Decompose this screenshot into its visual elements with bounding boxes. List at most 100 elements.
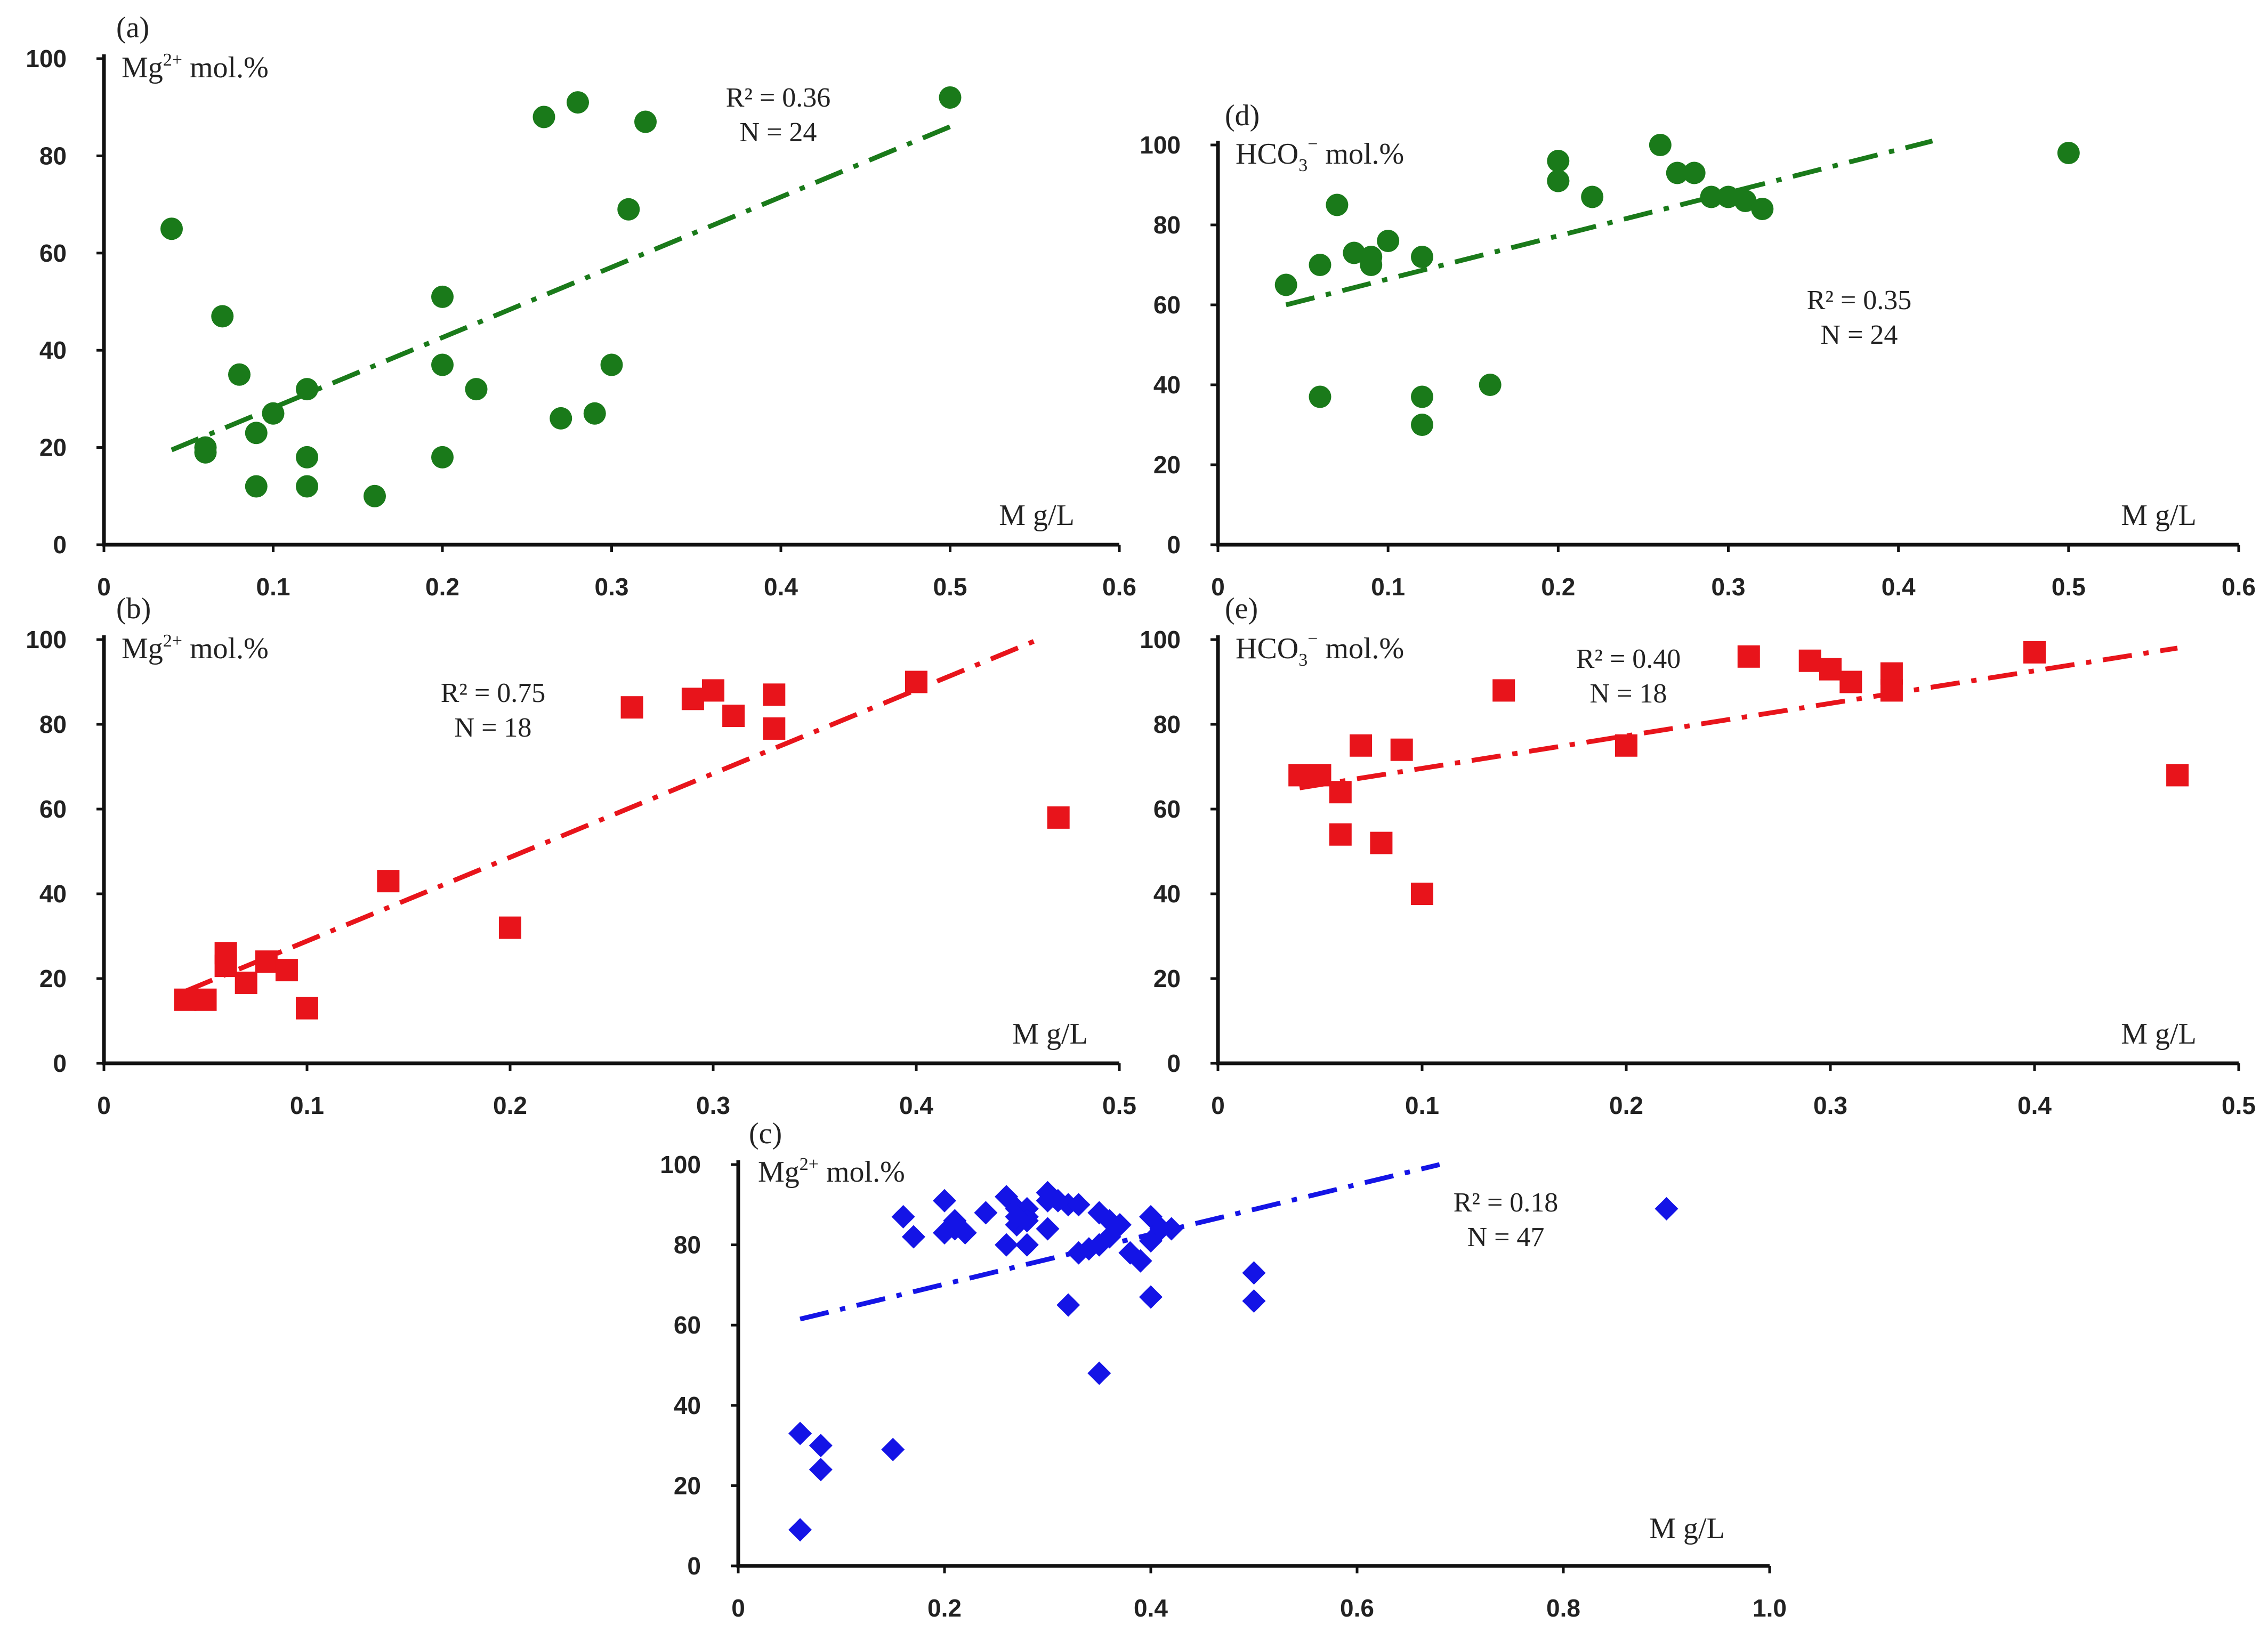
data-point [2057, 142, 2080, 164]
n-annotation-d: N = 24 [1821, 320, 1898, 350]
y-tick-label: 20 [39, 434, 67, 462]
y-tick-label: 0 [1167, 1049, 1181, 1077]
x-axis-label-a: M g/L [999, 499, 1075, 532]
x-tick-label: 0.4 [1134, 1594, 1168, 1622]
data-point [255, 950, 278, 973]
data-point [1734, 190, 1757, 212]
x-tick-label: 0.5 [2052, 573, 2086, 601]
data-point [364, 484, 386, 507]
data-point [194, 988, 217, 1011]
x-tick-label: 0.8 [1546, 1594, 1580, 1622]
panel-label-e: (e) [1225, 592, 1258, 625]
y-label-main: Mg [122, 51, 163, 84]
trend-line-e [1299, 645, 2178, 790]
axes-c [736, 1160, 1770, 1568]
y-label-main: HCO [1236, 138, 1298, 171]
data-point [465, 378, 488, 401]
y-tick-label: 100 [26, 45, 67, 72]
panel-label-b: (b) [116, 592, 151, 625]
x-tick-label: 0 [1211, 1092, 1225, 1119]
y-axis-label-b: Mg2+ mol.% [122, 631, 269, 665]
y-tick-label: 0 [1167, 531, 1181, 559]
data-point [1005, 1205, 1029, 1229]
y-tick-label: 60 [1153, 795, 1181, 823]
data-point [174, 988, 197, 1011]
data-point [245, 475, 268, 498]
data-point [1654, 1197, 1678, 1221]
data-point [377, 870, 400, 893]
r2-annotation-c: R² = 0.18 [1454, 1187, 1559, 1218]
data-point [1819, 658, 1842, 681]
data-point [1360, 254, 1383, 276]
x-tick-label: 0 [731, 1594, 745, 1622]
x-tick-label: 0.2 [1541, 573, 1575, 601]
data-point [550, 407, 572, 430]
y-axis-label-c: Mg2+ mol.% [758, 1154, 905, 1189]
x-tick-label: 0.3 [1813, 1092, 1847, 1119]
x-tick-label: 0 [97, 1092, 111, 1119]
x-axis-label-c: M g/L [1649, 1512, 1725, 1545]
x-tick-label: 0.2 [425, 573, 459, 601]
data-point [634, 110, 657, 133]
panel-label-a: (a) [116, 11, 149, 44]
r2-annotation-a: R² = 0.36 [726, 83, 831, 113]
data-point [499, 916, 521, 939]
data-point [905, 670, 927, 693]
x-tick-label: 0.4 [764, 573, 798, 601]
y-tick-label: 80 [1153, 710, 1181, 738]
x-tick-label: 0.4 [1882, 573, 1916, 601]
data-point [567, 91, 589, 114]
chart-panel-e: 0 20 40 60 80 100 0 0.1 0.2 0.3 0.4 0.5 (e) HCO3− mol… [1140, 592, 2256, 1119]
y-axis-label-e: HCO3− mol.% [1236, 629, 1404, 670]
y-tick-label: 0 [53, 1049, 67, 1077]
n-annotation-b: N = 18 [455, 713, 532, 743]
y-label-rest: mol.% [1318, 632, 1404, 665]
data-point [1615, 734, 1637, 757]
data-point [214, 955, 237, 977]
panel-label-d: (d) [1225, 99, 1260, 132]
chart-panel-a: 0 20 40 60 80 100 0 0.1 0.2 0.3 0.4 0.5 0.6 (a) Mg2+ m… [26, 11, 1136, 601]
data-point [211, 305, 234, 328]
x-tick-label: 0 [97, 573, 111, 601]
x-tick-label: 0.6 [1340, 1594, 1374, 1622]
data-point [1751, 198, 1774, 220]
y-label-rest: mol.% [819, 1156, 905, 1189]
data-point [933, 1189, 956, 1213]
data-point [1036, 1189, 1060, 1213]
data-point [275, 959, 298, 982]
y-label-sup: − [1307, 629, 1318, 649]
data-point [1479, 374, 1502, 396]
data-point [1047, 806, 1070, 829]
data-point [600, 353, 623, 376]
data-point [722, 705, 745, 728]
x-tick-label: 0.2 [1609, 1092, 1643, 1119]
data-point [1492, 679, 1515, 702]
data-point [1798, 649, 1821, 672]
data-point [1309, 385, 1331, 408]
r2-annotation-d: R² = 0.35 [1807, 285, 1912, 316]
data-point [431, 285, 454, 308]
data-point [1683, 161, 1706, 184]
panel-label-c: (c) [749, 1117, 782, 1150]
trend-line-b [184, 637, 1039, 994]
data-point [953, 1221, 977, 1245]
data-point [1242, 1261, 1266, 1285]
y-tick-label: 20 [39, 965, 67, 992]
data-point [1015, 1233, 1039, 1257]
x-tick-label: 0.5 [1102, 1092, 1136, 1119]
y-tick-label: 60 [39, 239, 67, 267]
data-point [532, 106, 555, 128]
y-label-sup: 2+ [163, 631, 182, 651]
y-tick-label: 20 [1153, 451, 1181, 479]
x-tick-label: 0.1 [256, 573, 290, 601]
data-point [1056, 1293, 1080, 1317]
axes-a [102, 54, 1119, 547]
y-label-main: HCO [1236, 632, 1298, 665]
data-point [681, 688, 704, 710]
data-point [881, 1437, 905, 1461]
data-point [1087, 1361, 1111, 1385]
y-tick-label: 80 [674, 1231, 701, 1259]
data-point [1839, 670, 1862, 693]
data-point [1329, 781, 1352, 804]
data-point [617, 198, 640, 221]
